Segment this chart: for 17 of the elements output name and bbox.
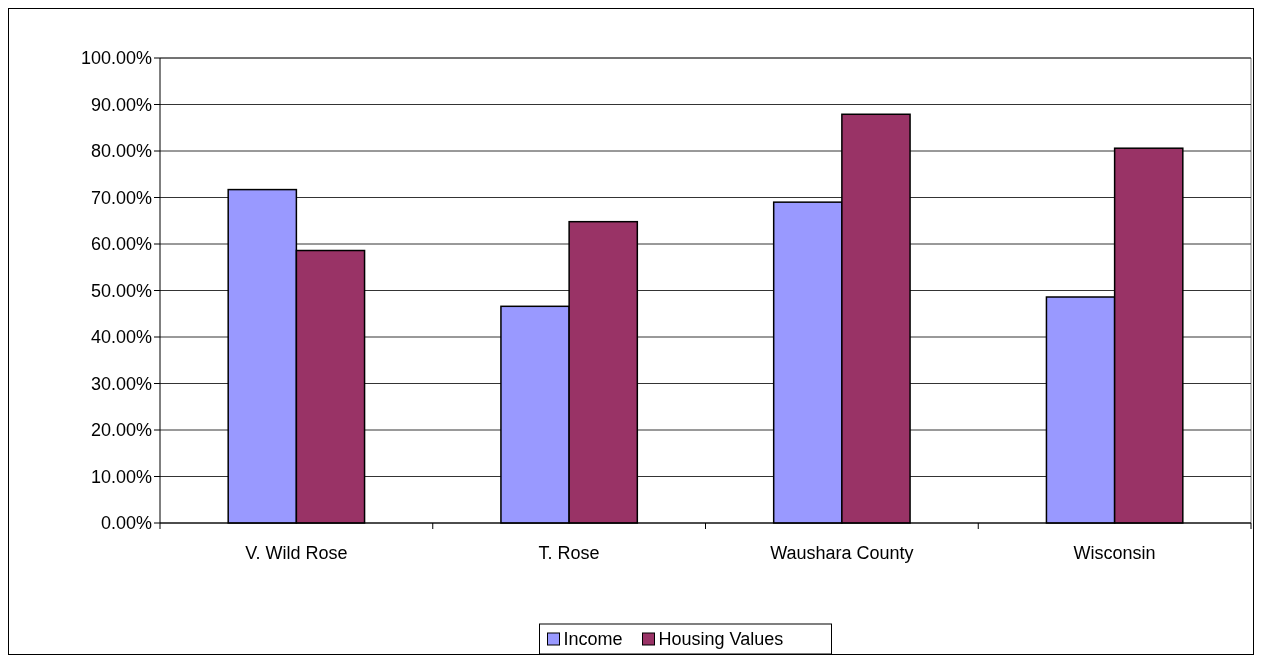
y-tick-label: 40.00% (90, 327, 152, 348)
x-tick-label: T. Rose (538, 543, 600, 563)
x-tick-label: V. Wild Rose (245, 543, 348, 563)
y-tick-label: 30.00% (90, 373, 152, 394)
legend-label: Income (563, 629, 623, 650)
y-tick-label: 70.00% (90, 187, 152, 208)
y-tick-label: 0.00% (100, 513, 152, 534)
y-tick-label: 50.00% (90, 280, 152, 301)
x-tick-label: Wisconsin (1073, 543, 1156, 563)
y-tick-label: 90.00% (90, 94, 152, 115)
x-tick-label: Waushara County (770, 543, 914, 563)
y-tick-label: 100.00% (80, 48, 152, 69)
y-tick-label: 80.00% (90, 141, 152, 162)
y-tick-label: 10.00% (90, 466, 152, 487)
y-tick-label: 20.00% (90, 420, 152, 441)
legend-label: Housing Values (658, 629, 784, 650)
y-tick-label: 60.00% (90, 234, 152, 255)
